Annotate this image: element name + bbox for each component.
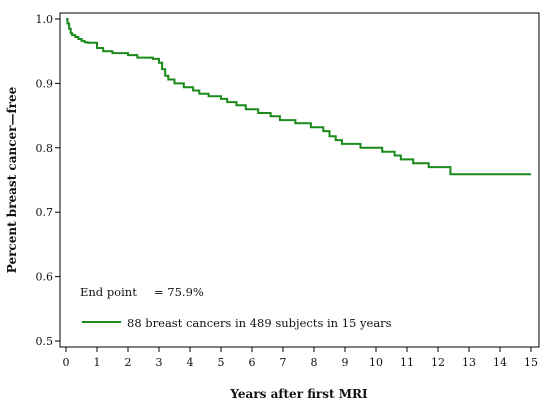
y-tick-label: 0.5 xyxy=(36,335,54,348)
x-tick-label: 0 xyxy=(63,356,70,369)
y-tick-label: 0.8 xyxy=(36,142,54,155)
x-tick-label: 12 xyxy=(431,356,445,369)
y-tick-label: 1.0 xyxy=(36,13,54,26)
x-axis: 0 1 2 3 4 5 6 7 8 9 10 11 12 13 14 15 xyxy=(63,347,538,369)
endpoint-label: End point xyxy=(80,285,137,299)
x-tick-label: 7 xyxy=(280,356,287,369)
plot-frame xyxy=(59,12,540,348)
y-tick-label: 0.9 xyxy=(36,77,54,90)
x-tick-label: 6 xyxy=(249,356,256,369)
x-tick-label: 1 xyxy=(94,356,101,369)
x-tick-label: 2 xyxy=(125,356,132,369)
y-tick-label: 0.7 xyxy=(36,206,54,219)
y-axis-title: Percent breast cancer—free xyxy=(5,86,19,273)
x-tick-label: 5 xyxy=(218,356,225,369)
x-tick-label: 10 xyxy=(369,356,383,369)
x-tick-label: 14 xyxy=(493,356,507,369)
y-tick-label: 0.6 xyxy=(36,271,54,284)
x-tick-label: 15 xyxy=(524,356,538,369)
endpoint-value: = 75.9% xyxy=(154,285,204,299)
km-curve-line xyxy=(66,18,531,176)
x-tick-label: 8 xyxy=(311,356,318,369)
y-axis: 0.5 0.6 0.7 0.8 0.9 1.0 xyxy=(36,13,60,348)
x-tick-label: 3 xyxy=(156,356,163,369)
x-tick-label: 13 xyxy=(462,356,476,369)
x-tick-label: 11 xyxy=(400,356,414,369)
x-tick-label: 4 xyxy=(187,356,194,369)
legend-label: 88 breast cancers in 489 subjects in 15 … xyxy=(127,316,392,330)
x-axis-title: Years after first MRI xyxy=(229,387,368,401)
x-tick-label: 9 xyxy=(342,356,349,369)
